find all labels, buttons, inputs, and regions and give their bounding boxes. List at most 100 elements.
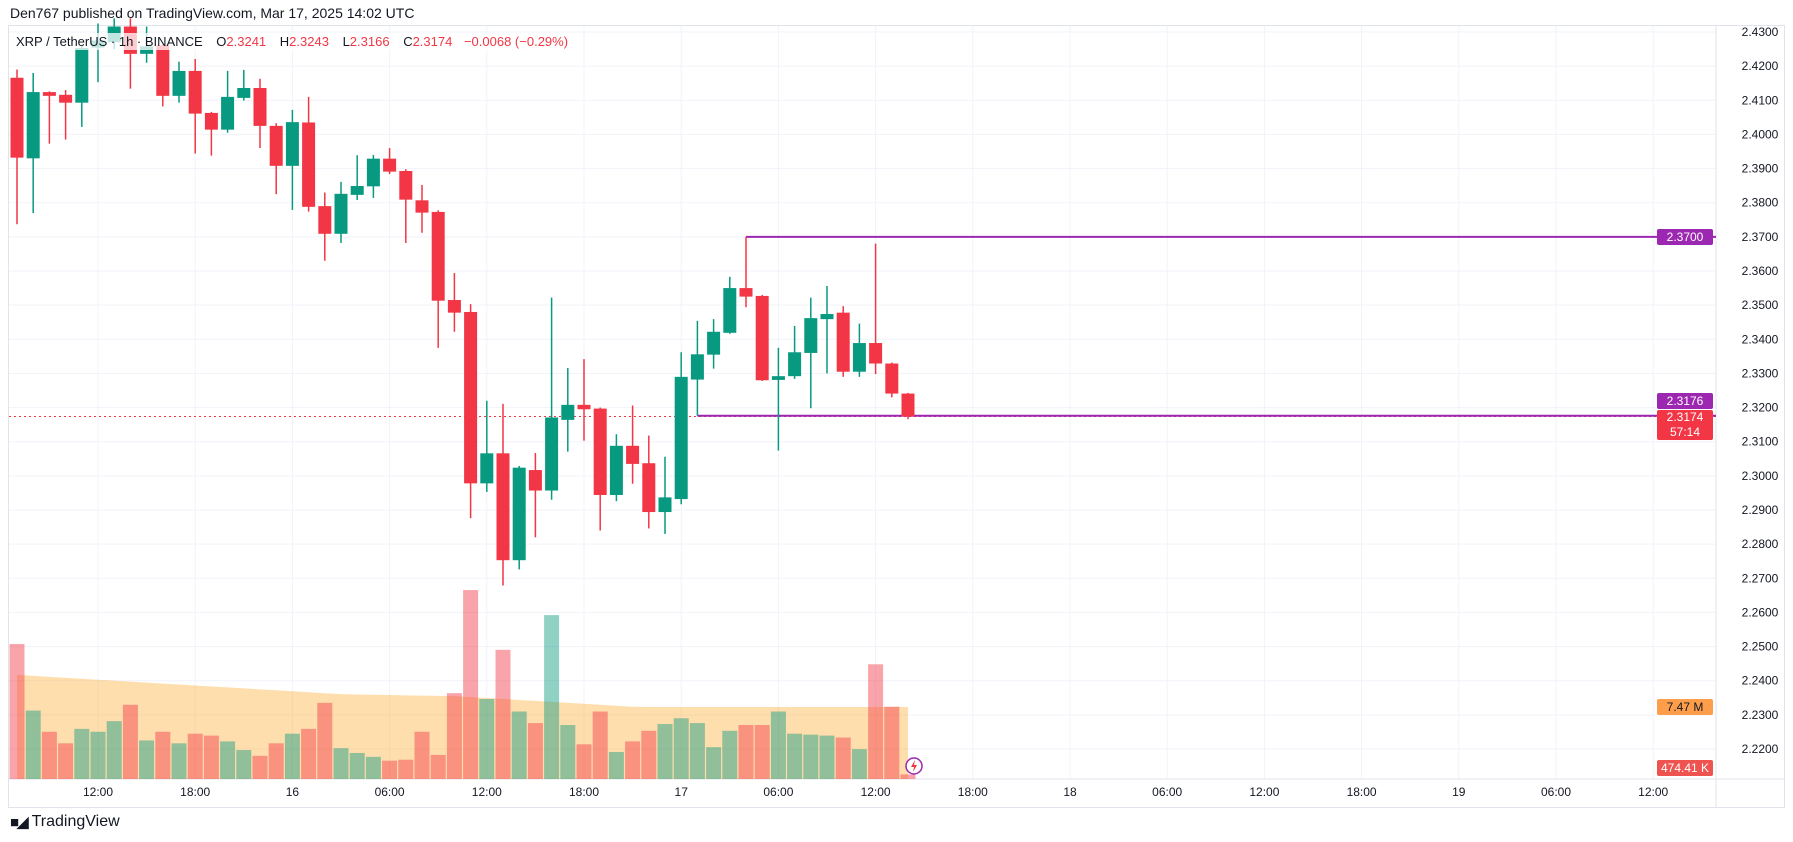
candle-body	[188, 70, 202, 114]
volume-bar	[495, 649, 511, 779]
price-axis-label: 2.3500	[1742, 298, 1779, 312]
volume-bar	[608, 752, 624, 779]
candle	[577, 359, 591, 441]
volume-bar	[203, 735, 219, 779]
candle-body	[366, 158, 380, 187]
candle	[172, 61, 186, 103]
volume-bar	[835, 737, 851, 779]
time-axis-label: 18:00	[569, 785, 599, 799]
price-axis-label: 2.3100	[1742, 435, 1779, 449]
replay-lightning-icon	[905, 757, 923, 775]
price-axis-label: 2.3600	[1742, 264, 1779, 278]
candle-body	[26, 92, 40, 159]
candle-body	[820, 314, 834, 320]
price-axis-label: 2.4000	[1742, 127, 1779, 141]
time-axis-label: 12:00	[1638, 785, 1668, 799]
candle-body	[350, 185, 364, 195]
tradingview-logo[interactable]: ■◢ TradingView	[10, 813, 120, 831]
volume-bar	[819, 735, 835, 779]
candle-body	[788, 352, 802, 377]
volume-bar	[414, 731, 430, 779]
open-label: O	[216, 34, 227, 49]
candle-body	[836, 312, 850, 372]
volume-bar	[787, 733, 803, 779]
volume-bar	[365, 756, 381, 779]
volume-ma-tag: 7.47 M	[1657, 698, 1713, 715]
candle-body	[415, 200, 429, 213]
candle-body	[545, 417, 559, 491]
volume-bar	[9, 644, 25, 779]
candle	[204, 111, 218, 156]
volume-bar	[284, 733, 300, 779]
candle-body	[885, 363, 899, 394]
candle	[901, 392, 915, 420]
volume-bar	[900, 774, 916, 779]
volume-bar	[41, 731, 57, 779]
candle-body	[561, 404, 575, 420]
resistance-price-tag: 2.3700	[1657, 228, 1713, 245]
volume-bar	[544, 615, 560, 779]
candle	[545, 297, 559, 500]
candle	[512, 465, 526, 570]
brand-name: TradingView	[31, 813, 120, 830]
volume-bar	[673, 718, 689, 779]
candle-body	[447, 300, 461, 313]
volume-bar	[106, 721, 122, 779]
candle-body	[577, 404, 591, 410]
volume-bar	[738, 725, 754, 779]
time-axis-label: 16	[286, 785, 300, 799]
volume-bar	[122, 704, 138, 779]
candle-body	[302, 122, 316, 207]
candle	[318, 192, 332, 261]
time-axis-label: 06:00	[763, 785, 793, 799]
candle	[723, 276, 737, 334]
candle-body	[755, 295, 769, 381]
high-value: 2.3243	[289, 34, 329, 49]
volume-bar	[527, 723, 543, 779]
candle-body	[528, 470, 542, 491]
candle	[42, 91, 56, 144]
candle	[26, 72, 40, 213]
candle-body	[399, 170, 413, 200]
candle	[755, 294, 769, 381]
candle	[156, 43, 170, 107]
candle	[885, 362, 899, 398]
time-axis-label: 12:00	[1249, 785, 1279, 799]
candle-body	[285, 122, 299, 166]
candle-body	[642, 463, 656, 513]
volume-bar	[576, 744, 592, 779]
volume-bar	[268, 743, 284, 779]
candle	[836, 306, 850, 377]
candle	[253, 78, 267, 149]
candle-body	[739, 288, 753, 297]
volume-bar	[187, 733, 203, 779]
candle	[626, 405, 640, 484]
price-axis-label: 2.2500	[1742, 640, 1779, 654]
candle	[852, 323, 866, 377]
time-axis-label: 18:00	[180, 785, 210, 799]
candle	[707, 319, 721, 369]
symbol-legend: XRP / TetherUS · 1h · BINANCE O2.3241 H2…	[12, 33, 573, 50]
candle-body	[852, 343, 866, 372]
candle	[59, 90, 73, 140]
candle-body	[10, 77, 24, 158]
candle	[431, 210, 445, 348]
candle	[658, 456, 672, 534]
candle	[464, 304, 478, 519]
volume-bar	[884, 706, 900, 779]
close-label: C	[403, 34, 413, 49]
candle-body	[723, 288, 737, 333]
volume-bar	[25, 710, 41, 779]
candle-body	[626, 445, 640, 464]
candle-body	[204, 112, 218, 130]
time-axis-label: 06:00	[1541, 785, 1571, 799]
candle	[366, 154, 380, 198]
last-price: 2.3174	[1666, 410, 1704, 425]
volume-bar	[252, 755, 268, 779]
candle	[739, 236, 753, 308]
candle	[820, 286, 834, 374]
volume-bar	[220, 741, 236, 779]
price-axis-label: 2.2900	[1742, 503, 1779, 517]
symbol-info[interactable]: XRP / TetherUS · 1h · BINANCE	[16, 34, 203, 49]
